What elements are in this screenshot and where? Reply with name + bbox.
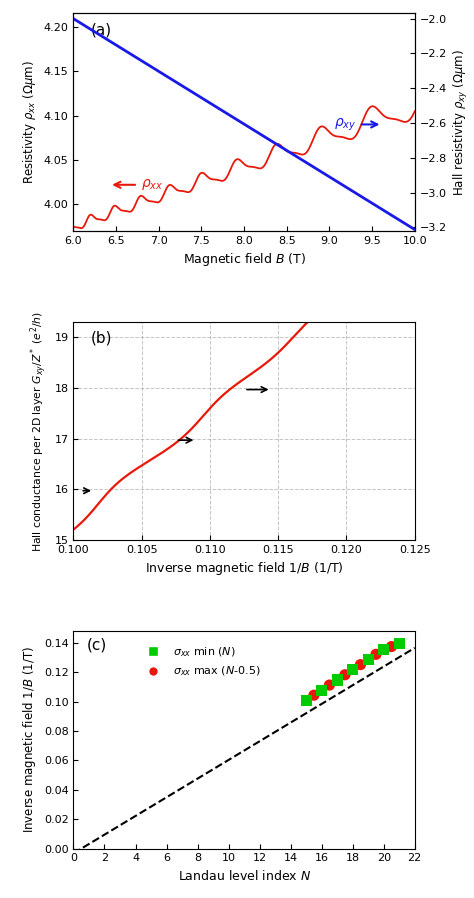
Point — [349, 663, 356, 677]
Y-axis label: Hall conductance per 2D layer $G_{xy}/Z^*$ ($e^2/h$): Hall conductance per 2D layer $G_{xy}/Z^… — [28, 311, 49, 551]
Point — [318, 683, 326, 698]
Point — [395, 637, 403, 651]
Legend: $\sigma_{xx}$ min ($N$), $\sigma_{xx}$ max ($N$-0.5): $\sigma_{xx}$ min ($N$), $\sigma_{xx}$ m… — [137, 641, 264, 682]
Point — [302, 693, 310, 708]
Point — [326, 678, 333, 692]
Point — [310, 688, 318, 702]
X-axis label: Landau level index $N$: Landau level index $N$ — [178, 869, 310, 883]
Point — [380, 642, 388, 656]
X-axis label: Inverse magnetic field 1/$B$ (1/T): Inverse magnetic field 1/$B$ (1/T) — [145, 560, 344, 577]
Point — [333, 673, 341, 687]
Point — [388, 639, 395, 654]
Point — [365, 652, 372, 666]
Point — [356, 657, 364, 672]
Y-axis label: Inverse magnetic field 1/$B$ (1/T): Inverse magnetic field 1/$B$ (1/T) — [21, 647, 38, 833]
X-axis label: Magnetic field $B$ (T): Magnetic field $B$ (T) — [182, 251, 306, 269]
Y-axis label: Resistivity $\rho_{xx}$ ($\Omega\mu$m): Resistivity $\rho_{xx}$ ($\Omega\mu$m) — [21, 60, 38, 184]
Text: $\rho_{xy}$: $\rho_{xy}$ — [334, 116, 377, 133]
Point — [372, 647, 380, 662]
Text: $\rho_{xx}$: $\rho_{xx}$ — [114, 177, 163, 192]
Y-axis label: Hall resistivity $\rho_{xy}$ ($\Omega\mu$m): Hall resistivity $\rho_{xy}$ ($\Omega\mu… — [452, 48, 470, 196]
Point — [341, 667, 349, 682]
Text: (b): (b) — [91, 331, 112, 346]
Text: (c): (c) — [87, 638, 108, 653]
Text: (a): (a) — [91, 22, 112, 37]
